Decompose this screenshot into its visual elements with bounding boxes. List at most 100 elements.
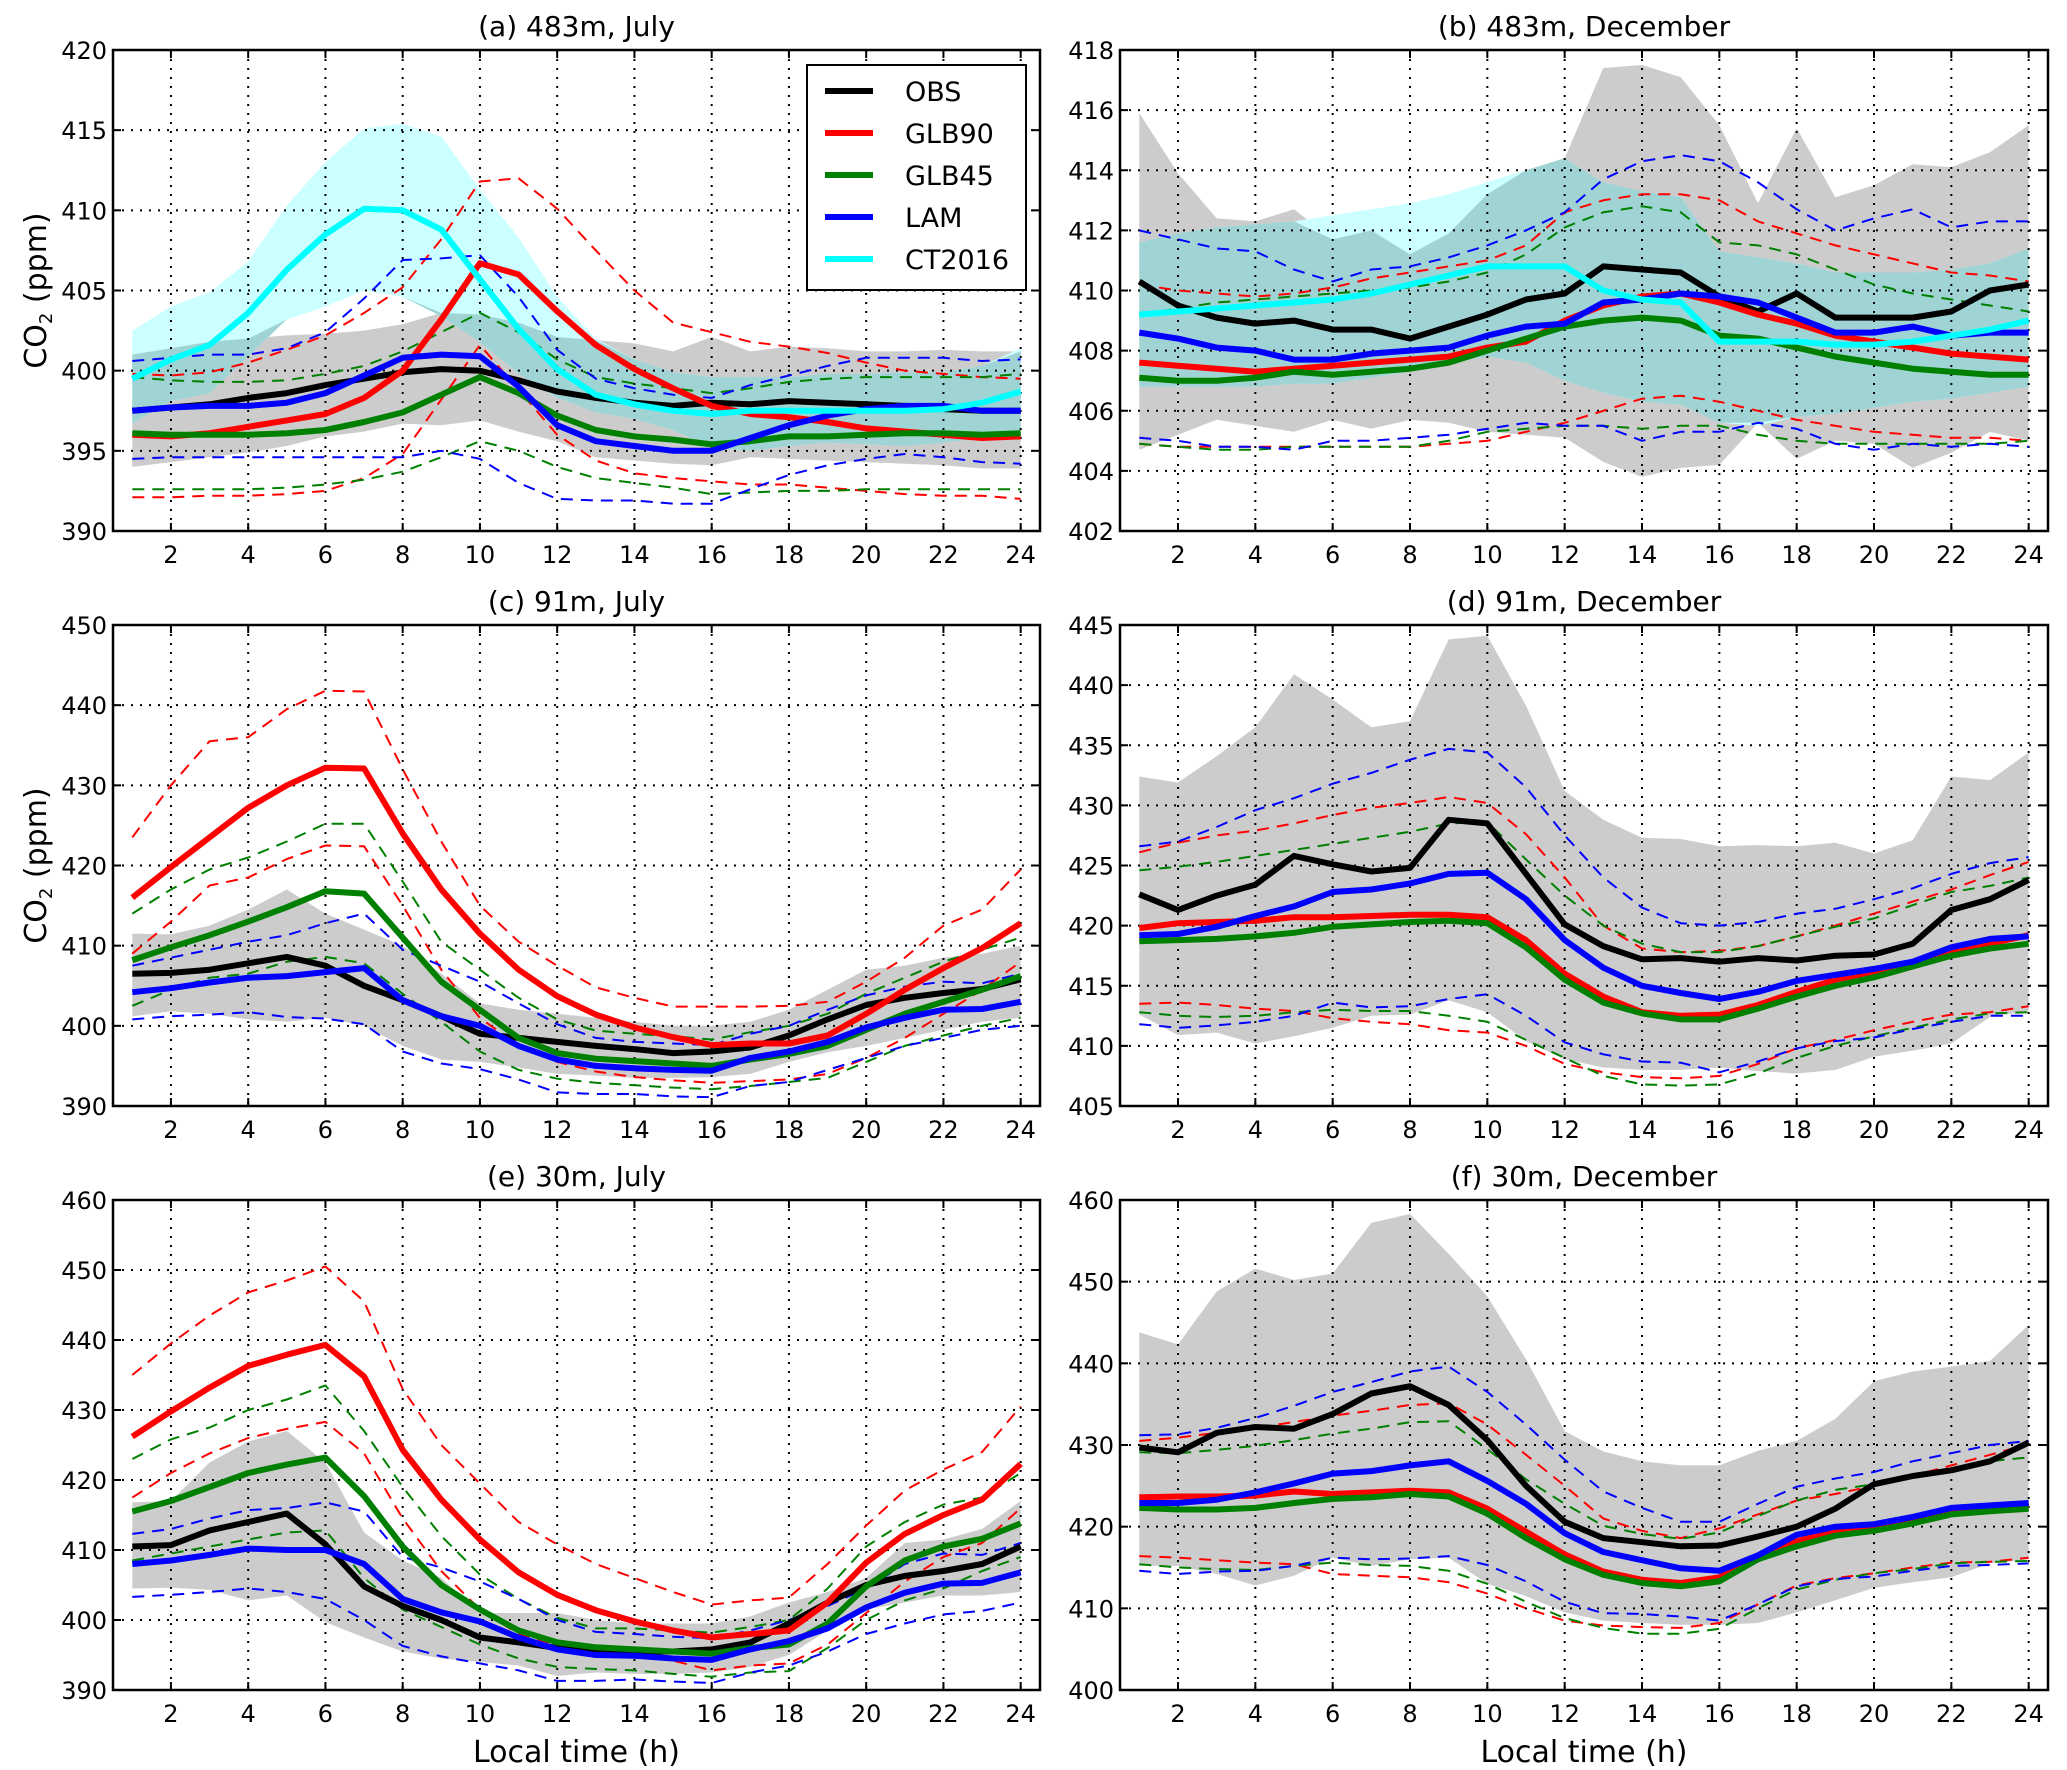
x-tick-label: 22 xyxy=(1936,541,1967,569)
axes-frame xyxy=(111,1198,1042,1692)
series-lam-hi xyxy=(1139,747,2029,927)
series-lam xyxy=(132,1545,1022,1663)
series-glb45-lo xyxy=(132,440,1021,496)
x-tick-label: 8 xyxy=(395,1116,410,1144)
series-lam-lo xyxy=(1139,1555,2029,1622)
panel-title: (b) 483m, December xyxy=(1438,10,1731,43)
x-tick-label: 16 xyxy=(1704,1116,1735,1144)
series-lam-lo xyxy=(132,449,1021,505)
legend-label-lam: LAM xyxy=(905,203,962,234)
x-tick-label: 12 xyxy=(542,1700,573,1728)
series-glb45-lo xyxy=(131,955,1021,1091)
y-tick-label: 410 xyxy=(61,197,107,225)
x-tick-label: 12 xyxy=(1549,1116,1580,1144)
x-tick-label: 10 xyxy=(465,1700,496,1728)
x-tick-label: 22 xyxy=(1936,1116,1967,1144)
x-tick-label: 14 xyxy=(1627,541,1658,569)
legend-label-obs: OBS xyxy=(905,77,961,108)
x-tick-label: 6 xyxy=(318,1700,333,1728)
x-tick-label: 20 xyxy=(851,541,882,569)
x-tick-label: 12 xyxy=(542,541,573,569)
series-glb45 xyxy=(1139,917,2030,1023)
y-tick-label: 415 xyxy=(61,117,107,145)
y-tick-label: 410 xyxy=(1068,1033,1114,1061)
x-tick-label: 2 xyxy=(163,541,178,569)
y-tick-label: 420 xyxy=(1068,1514,1114,1542)
series-glb90 xyxy=(130,1341,1023,1641)
y-tick-label: 450 xyxy=(1068,1269,1114,1297)
series-lam-hi xyxy=(1139,1365,2029,1523)
y-tick-label: 460 xyxy=(1068,1187,1114,1215)
series-glb90-hi xyxy=(1139,796,2030,954)
y-tick-label: 400 xyxy=(61,358,107,386)
series-glb90-lo xyxy=(132,344,1021,500)
x-tick-label: 24 xyxy=(1005,541,1036,569)
y-tick-label: 410 xyxy=(61,933,107,961)
panel-title: (c) 91m, July xyxy=(488,585,665,618)
x-tick-label: 2 xyxy=(1170,541,1185,569)
series-glb90 xyxy=(130,764,1023,1049)
x-axis-label: Local time (h) xyxy=(473,1735,680,1770)
y-axis-label: CO2 (ppm) xyxy=(19,787,57,943)
series-obs xyxy=(132,366,1021,414)
x-tick-label: 10 xyxy=(465,1116,496,1144)
series-ct2016 xyxy=(130,205,1022,417)
series-glb90-hi xyxy=(1139,1402,2029,1540)
series-obs xyxy=(1138,816,2031,965)
y-tick-label: 445 xyxy=(1068,612,1114,640)
series-glb45 xyxy=(1139,1491,2029,1590)
x-tick-label: 14 xyxy=(1627,1700,1658,1728)
x-tick-label: 20 xyxy=(1859,1700,1890,1728)
y-tick-label: 416 xyxy=(1068,97,1114,125)
x-tick-label: 18 xyxy=(774,1700,805,1728)
x-tick-label: 12 xyxy=(542,1116,573,1144)
x-tick-label: 14 xyxy=(619,1116,650,1144)
x-tick-label: 2 xyxy=(163,1700,178,1728)
panel-title: (d) 91m, December xyxy=(1447,585,1722,618)
panel-title: (f) 30m, December xyxy=(1451,1160,1718,1193)
y-tick-label: 415 xyxy=(1068,973,1114,1001)
y-tick-label: 400 xyxy=(61,1013,107,1041)
x-tick-label: 6 xyxy=(1325,541,1340,569)
x-tick-label: 14 xyxy=(1627,1116,1658,1144)
y-tick-label: 395 xyxy=(61,438,107,466)
x-tick-label: 8 xyxy=(395,541,410,569)
x-tick-label: 10 xyxy=(1472,1116,1503,1144)
x-tick-label: 22 xyxy=(928,1700,959,1728)
series-glb90-lo xyxy=(131,844,1022,1084)
x-tick-label: 6 xyxy=(1325,1116,1340,1144)
legend-label-ct2016: CT2016 xyxy=(905,245,1009,276)
x-tick-label: 4 xyxy=(1248,1700,1263,1728)
y-tick-label: 400 xyxy=(61,1607,107,1635)
x-tick-label: 4 xyxy=(241,1116,256,1144)
plot-area xyxy=(113,625,1040,1106)
ct2016-range-band xyxy=(132,123,1021,451)
x-tick-label: 8 xyxy=(1402,1700,1417,1728)
series-lam xyxy=(131,965,1022,1074)
series-lam-hi xyxy=(132,254,1021,399)
y-tick-label: 430 xyxy=(61,1397,107,1425)
series-glb45-hi xyxy=(131,1384,1022,1634)
y-tick-label: 390 xyxy=(61,1093,107,1121)
x-tick-label: 8 xyxy=(1402,1116,1417,1144)
series-glb90-hi xyxy=(1139,193,2029,298)
y-tick-label: 412 xyxy=(1068,217,1114,245)
x-tick-label: 2 xyxy=(163,1116,178,1144)
x-tick-label: 20 xyxy=(851,1116,882,1144)
x-tick-label: 24 xyxy=(2013,1700,2044,1728)
y-tick-label: 420 xyxy=(1068,913,1114,941)
series-glb45-hi xyxy=(1139,821,2029,954)
x-tick-label: 18 xyxy=(1781,541,1812,569)
x-tick-label: 4 xyxy=(241,1700,256,1728)
x-tick-label: 16 xyxy=(1704,541,1735,569)
y-tick-label: 400 xyxy=(1068,1677,1114,1705)
x-tick-label: 12 xyxy=(1549,1700,1580,1728)
legend-label-glb45: GLB45 xyxy=(905,161,994,192)
y-tick-label: 390 xyxy=(61,1677,107,1705)
series-glb90-hi xyxy=(132,177,1021,380)
series-lam-hi xyxy=(1139,154,2029,283)
plot-area xyxy=(113,50,1040,531)
